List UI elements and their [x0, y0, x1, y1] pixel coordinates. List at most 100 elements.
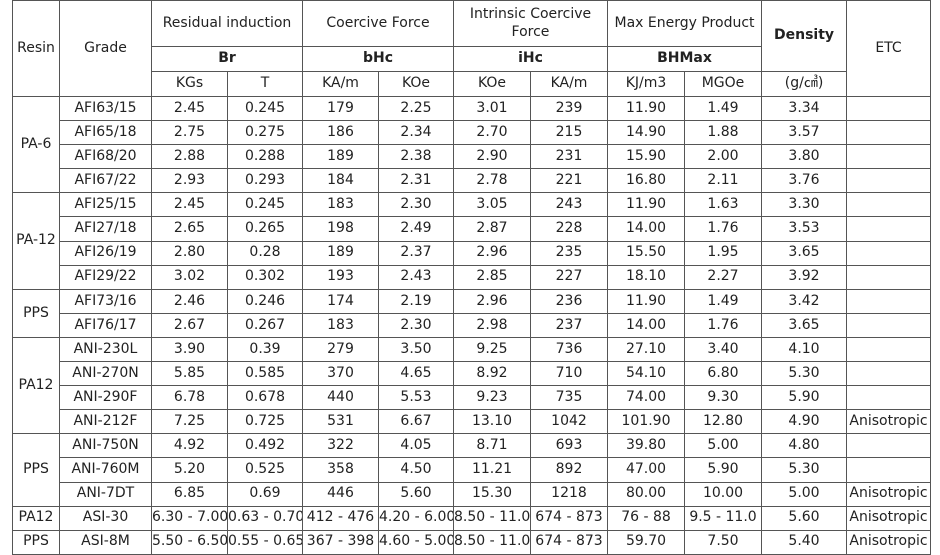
- table-body: PA-6 AFI63/15 2.45 0.245 179 2.25 3.01 239 11.90…: [12, 95, 932, 555]
- etc-cell: [846, 385, 932, 411]
- value-cell: 9.5 - 11.0: [683, 505, 763, 531]
- value-cell: 2.46: [151, 288, 228, 314]
- value-cell: 101.90: [607, 409, 685, 435]
- table-row: PPS ASI-8M 5.50 - 6.50 0.55 - 0.65 367 - 398…: [12, 529, 932, 555]
- value-cell: 0.585: [227, 361, 303, 387]
- value-cell: 18.10: [607, 264, 685, 290]
- value-cell: 2.78: [453, 168, 531, 194]
- value-cell: 11.90: [607, 288, 685, 314]
- value-cell: 6.30 - 7.00: [151, 505, 228, 531]
- value-cell: 5.90: [761, 385, 848, 411]
- etc-cell: [846, 192, 932, 218]
- resin-cell: PA12: [12, 505, 60, 531]
- value-cell: 2.88: [151, 144, 228, 170]
- grade-cell: ANI-270N: [59, 361, 152, 387]
- value-cell: 3.02: [151, 264, 228, 290]
- etc-cell: [846, 168, 932, 194]
- value-cell: 236: [530, 288, 608, 314]
- grade-cell: AFI65/18: [59, 120, 152, 146]
- grade-cell: AFI68/20: [59, 144, 152, 170]
- value-cell: 184: [302, 168, 379, 194]
- value-cell: 14.90: [607, 120, 685, 146]
- value-cell: 322: [302, 433, 379, 459]
- value-cell: 2.75: [151, 120, 228, 146]
- bhmax-group-title: Max Energy Product: [606, 0, 763, 47]
- value-cell: 15.90: [607, 144, 685, 170]
- value-cell: 9.23: [453, 385, 531, 411]
- grade-cell: AFI26/19: [59, 240, 152, 266]
- value-cell: 16.80: [607, 168, 685, 194]
- value-cell: 183: [302, 192, 379, 218]
- value-cell: 412 - 476: [302, 505, 379, 531]
- value-cell: 15.50: [607, 240, 685, 266]
- value-cell: 14.00: [607, 312, 685, 338]
- value-cell: 12.80: [683, 409, 763, 435]
- density-unit: (g/㎤): [761, 71, 848, 97]
- value-cell: 367 - 398: [302, 529, 379, 555]
- value-cell: 4.60 - 5.00: [378, 529, 454, 555]
- value-cell: 0.246: [227, 288, 303, 314]
- etc-cell: [846, 120, 932, 146]
- value-cell: 892: [530, 457, 608, 483]
- grade-cell: ASI-8M: [59, 529, 152, 555]
- value-cell: 215: [530, 120, 608, 146]
- grade-cell: ANI-7DT: [59, 481, 152, 507]
- etc-cell: [846, 433, 932, 459]
- etc-cell: [846, 336, 932, 363]
- value-cell: 80.00: [607, 481, 685, 507]
- etc-header: ETC: [846, 0, 932, 97]
- ihc-symbol: iHc: [453, 46, 608, 72]
- value-cell: 2.45: [151, 95, 228, 122]
- value-cell: 39.80: [607, 433, 685, 459]
- value-cell: 237: [530, 312, 608, 338]
- grade-cell: AFI73/16: [59, 288, 152, 314]
- value-cell: 3.57: [761, 120, 848, 146]
- value-cell: 4.65: [378, 361, 454, 387]
- value-cell: 2.31: [378, 168, 454, 194]
- bhmax-symbol: BHMax: [606, 46, 763, 72]
- resin-cell: PPS: [12, 433, 60, 507]
- value-cell: 0.525: [227, 457, 303, 483]
- value-cell: 189: [302, 144, 379, 170]
- value-cell: 231: [530, 144, 608, 170]
- value-cell: 735: [530, 385, 608, 411]
- value-cell: 174: [302, 288, 379, 314]
- value-cell: 4.10: [761, 336, 848, 363]
- value-cell: 0.28: [227, 240, 303, 266]
- value-cell: 5.30: [761, 457, 848, 483]
- value-cell: 6.85: [151, 481, 228, 507]
- value-cell: 0.288: [227, 144, 303, 170]
- value-cell: 7.50: [683, 529, 763, 555]
- value-cell: 2.19: [378, 288, 454, 314]
- value-cell: 674 - 873: [530, 505, 608, 531]
- value-cell: 531: [302, 409, 379, 435]
- value-cell: 5.90: [683, 457, 763, 483]
- value-cell: 2.00: [683, 144, 763, 170]
- value-cell: 179: [302, 95, 379, 122]
- grade-cell: AFI25/15: [59, 192, 152, 218]
- value-cell: 1.88: [683, 120, 763, 146]
- resin-cell: PPS: [12, 529, 60, 555]
- value-cell: 2.25: [378, 95, 454, 122]
- density-header: Density: [761, 0, 848, 72]
- value-cell: 2.34: [378, 120, 454, 146]
- value-cell: 5.40: [761, 529, 848, 555]
- etc-cell: Anisotropic: [846, 505, 932, 531]
- value-cell: 2.65: [151, 216, 228, 242]
- value-cell: 0.725: [227, 409, 303, 435]
- grade-cell: ANI-750N: [59, 433, 152, 459]
- value-cell: 3.53: [761, 216, 848, 242]
- value-cell: 4.90: [761, 409, 848, 435]
- table-row: PA12 ANI-230L 3.90 0.39 279 3.50 9.25 736 27.10 3…: [12, 336, 932, 435]
- value-cell: 0.55 - 0.65: [227, 529, 303, 555]
- value-cell: 446: [302, 481, 379, 507]
- etc-cell: Anisotropic: [846, 409, 932, 435]
- value-cell: 2.67: [151, 312, 228, 338]
- grade-cell: ANI-212F: [59, 409, 152, 435]
- value-cell: 5.85: [151, 361, 228, 387]
- resin-cell: PPS: [12, 288, 60, 338]
- value-cell: 0.245: [227, 95, 303, 122]
- grade-cell: AFI27/18: [59, 216, 152, 242]
- resin-cell: PA-6: [12, 95, 60, 194]
- value-cell: 2.70: [453, 120, 531, 146]
